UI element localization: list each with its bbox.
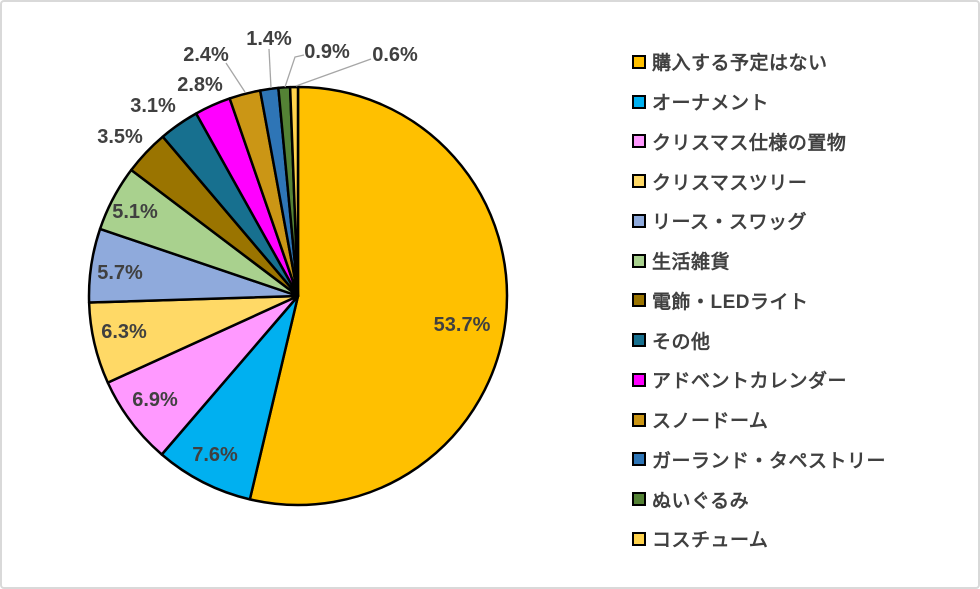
legend-item: クリスマスツリー — [632, 161, 886, 201]
legend-item: スノードーム — [632, 400, 886, 440]
slice-percent-label: 7.6% — [192, 444, 238, 466]
legend-label: クリスマスツリー — [652, 172, 808, 194]
legend-swatch — [632, 213, 646, 228]
legend-swatch — [632, 492, 646, 507]
pie-slice — [160, 294, 300, 501]
legend-item: コスチューム — [632, 519, 886, 559]
slice-percent-label: 0.9% — [304, 41, 350, 63]
legend-swatch — [632, 333, 646, 348]
legend-label: オーナメント — [652, 93, 770, 115]
legend-swatch — [632, 54, 646, 69]
legend-item: アドベントカレンダー — [632, 360, 886, 400]
slice-percent-label: 2.4% — [183, 44, 229, 66]
legend-label: 電飾・LEDライト — [652, 291, 809, 313]
legend-item: 購入する予定はない — [632, 42, 886, 82]
legend-item: 電飾・LEDライト — [632, 281, 886, 321]
legend-swatch — [632, 412, 646, 427]
legend-swatch — [632, 174, 646, 189]
leader-line — [268, 48, 272, 89]
slice-percent-label: 3.5% — [97, 126, 143, 148]
leader-line — [295, 58, 372, 87]
legend-label: コスチューム — [652, 530, 769, 552]
pie-slice — [248, 85, 509, 507]
legend-item: リース・スワッグ — [632, 201, 886, 241]
slice-percent-label: 5.1% — [112, 201, 158, 223]
legend-label: スノードーム — [652, 411, 769, 433]
legend-label: ぬいぐるみ — [652, 490, 750, 512]
legend-item: オーナメント — [632, 82, 886, 122]
slice-percent-label: 53.7% — [434, 314, 491, 336]
legend-label: リース・スワッグ — [652, 212, 808, 234]
legend-item: ぬいぐるみ — [632, 479, 886, 519]
legend-label: 生活雑貨 — [652, 252, 731, 274]
legend-item: 生活雑貨 — [632, 241, 886, 281]
slice-percent-label: 3.1% — [130, 95, 176, 117]
legend-label: アドベントカレンダー — [652, 371, 848, 393]
slice-percent-label: 6.3% — [101, 321, 147, 343]
slice-percent-label: 5.7% — [97, 262, 143, 284]
pie-slice — [288, 85, 300, 298]
leader-line — [225, 62, 246, 93]
legend-item: クリスマス仕様の置物 — [632, 122, 886, 162]
legend-swatch — [632, 94, 646, 109]
legend-item: その他 — [632, 320, 886, 360]
legend-label: 購入する予定はない — [652, 53, 828, 75]
legend: 購入する予定はない オーナメント クリスマス仕様の置物 クリスマスツリー リース… — [632, 42, 886, 559]
leader-line — [284, 54, 305, 88]
legend-swatch — [632, 372, 646, 387]
legend-swatch — [632, 293, 646, 308]
slice-percent-label: 2.8% — [177, 74, 223, 96]
legend-swatch — [632, 134, 646, 149]
legend-swatch — [632, 452, 646, 467]
slice-percent-label: 6.9% — [132, 389, 178, 411]
legend-swatch — [632, 531, 646, 546]
legend-label: その他 — [652, 331, 711, 353]
legend-item: ガーランド・タペストリー — [632, 440, 886, 480]
legend-label: ガーランド・タペストリー — [652, 450, 887, 472]
slice-percent-label: 0.6% — [372, 44, 418, 66]
legend-label: クリスマス仕様の置物 — [652, 132, 847, 154]
slice-percent-label: 1.4% — [246, 28, 292, 50]
pie-chart: 53.7% 7.6% 6.9% 6.3% 5.7% 5.1% 3.5% 3.1%2.8% 2.4… — [87, 28, 509, 507]
legend-swatch — [632, 253, 646, 268]
